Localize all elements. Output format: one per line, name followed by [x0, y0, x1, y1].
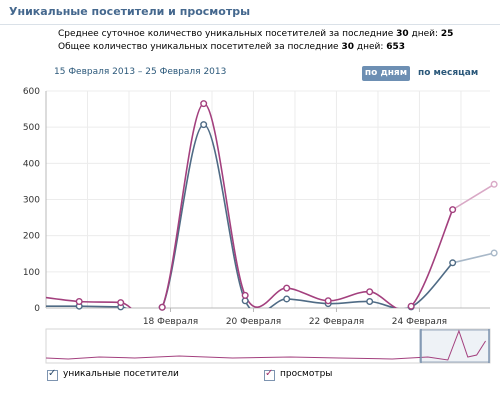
- point-unique: [490, 249, 498, 257]
- stat-average-mid: дней:: [408, 29, 441, 39]
- legend-views-label: просмотры: [280, 369, 333, 379]
- series-line-views: [46, 102, 454, 308]
- point-unique: [366, 297, 374, 305]
- y-tick-label: 300: [23, 196, 40, 206]
- stat-average-text: Среднее суточное количество уникальных п…: [58, 29, 397, 39]
- point-unique: [200, 121, 208, 129]
- by-months-button[interactable]: по месяцам: [418, 68, 479, 78]
- y-tick-label: 500: [23, 123, 40, 133]
- date-range[interactable]: 15 Февраля 2013 – 25 Февраля 2013: [54, 67, 227, 77]
- point-views: [241, 291, 249, 299]
- by-days-button[interactable]: по дням: [362, 66, 410, 81]
- y-tick-label: 0: [34, 304, 40, 314]
- y-tick-label: 100: [23, 268, 40, 278]
- x-tick-label: 18 Февраля: [143, 317, 198, 327]
- header: Уникальные посетители и просмотры: [0, 0, 500, 25]
- point-unique: [283, 295, 291, 303]
- point-views: [324, 297, 332, 305]
- chart-points: [75, 100, 498, 311]
- point-views: [117, 299, 125, 307]
- y-tick-label: 600: [23, 87, 40, 97]
- x-tick-label: 24 Февраля: [392, 317, 447, 327]
- chart-tick-labels: 0 100 200 300 400 500 600 18 Февраля 20 Февраля 2…: [23, 87, 447, 327]
- stat-total-days: 30: [341, 42, 354, 52]
- stat-average: Среднее суточное количество уникальных п…: [58, 29, 453, 39]
- point-views: [490, 180, 498, 188]
- legend-unique-label: уникальные посетители: [63, 369, 179, 379]
- point-views: [158, 303, 166, 311]
- stat-average-days: 30: [396, 29, 409, 39]
- stat-total: Общее количество уникальных посетителей …: [58, 42, 405, 52]
- point-views: [449, 206, 457, 214]
- x-tick-label: 20 Февраля: [226, 317, 281, 327]
- point-views: [283, 284, 291, 292]
- page-title: Уникальные посетители и просмотры: [9, 5, 251, 18]
- chart-grid: [45, 90, 490, 308]
- stat-total-text: Общее количество уникальных посетителей …: [58, 42, 342, 52]
- series-line-unique: [46, 123, 454, 308]
- chart-lines: [46, 102, 495, 308]
- series-line-views-partial: [452, 183, 495, 211]
- stat-average-value: 25: [440, 29, 454, 39]
- chart-overview: [45, 328, 491, 364]
- y-tick-label: 200: [23, 232, 40, 242]
- y-tick-label: 400: [23, 159, 40, 169]
- point-views: [75, 297, 83, 305]
- series-line-unique-partial: [452, 252, 495, 264]
- x-tick-label: 22 Февраля: [309, 317, 364, 327]
- chart-axes: [45, 91, 490, 312]
- point-views: [366, 288, 374, 296]
- point-unique: [449, 259, 457, 267]
- point-views: [407, 302, 415, 310]
- stat-total-mid: дней:: [353, 42, 387, 52]
- stat-total-value: 653: [386, 42, 406, 52]
- point-views: [200, 100, 208, 108]
- views-checkbox[interactable]: [264, 368, 275, 381]
- unique-checkbox[interactable]: [47, 368, 58, 381]
- overview-line: [45, 329, 486, 361]
